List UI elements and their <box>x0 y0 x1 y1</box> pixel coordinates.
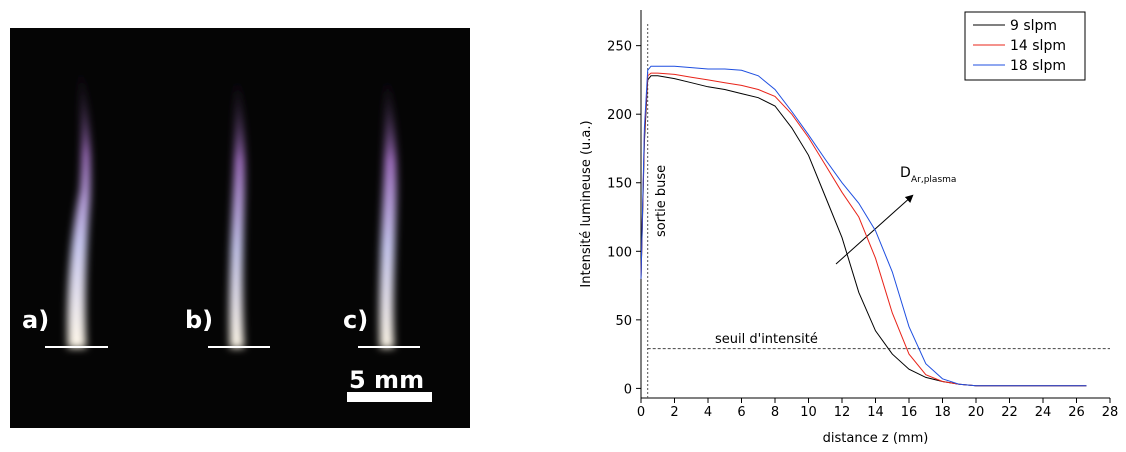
y-axis-label: Intensité lumineuse (u.a.) <box>579 120 594 287</box>
arrow <box>835 194 914 265</box>
x-tick-label: 14 <box>867 405 884 420</box>
annotation: D <box>900 165 911 181</box>
y-tick-label: 200 <box>607 108 632 123</box>
scale-bar <box>347 392 432 402</box>
x-tick-label: 10 <box>800 405 817 420</box>
panel-label: a) <box>22 306 49 334</box>
flame <box>67 50 91 348</box>
x-tick-label: 2 <box>670 405 678 420</box>
y-tick-label: 100 <box>607 245 632 260</box>
legend-box <box>964 11 1086 81</box>
annotation: seuil d'intensité <box>715 332 818 347</box>
x-tick-label: 8 <box>771 405 779 420</box>
x-tick-label: 24 <box>1035 405 1052 420</box>
series-line <box>640 72 1087 387</box>
x-tick-label: 6 <box>737 405 745 420</box>
panel-label: b) <box>185 306 213 334</box>
y-tick-label: 0 <box>624 382 632 397</box>
x-tick-label: 4 <box>704 405 712 420</box>
legend-label: 9 slpm <box>1010 18 1057 34</box>
legend-label: 18 slpm <box>1010 58 1066 74</box>
series-line <box>640 65 1087 387</box>
legend-label: 14 slpm <box>1010 38 1066 54</box>
annotation: sortie buse <box>654 165 669 237</box>
x-tick-label: 18 <box>934 405 951 420</box>
flame <box>229 60 245 348</box>
annotation: Ar,plasma <box>911 175 956 185</box>
panel-label: c) <box>343 306 368 334</box>
photo: a) b) c) 5 mm <box>10 28 470 428</box>
scale-label: 5 mm <box>349 366 424 394</box>
x-tick-label: 28 <box>1102 405 1119 420</box>
flame <box>379 60 397 348</box>
x-tick-label: 16 <box>901 405 918 420</box>
x-tick-label: 12 <box>834 405 851 420</box>
chart: 0 2 4 6 8 10 12 14 16 18 20 22 24 26 28050100150200250… <box>579 10 1118 446</box>
x-tick-label: 22 <box>1001 405 1018 420</box>
x-tick-label: 20 <box>968 405 985 420</box>
x-axis-label: distance z (mm) <box>823 431 929 446</box>
y-tick-label: 150 <box>607 177 632 192</box>
x-tick-label: 0 <box>637 405 645 420</box>
y-tick-label: 250 <box>607 40 632 55</box>
x-tick-label: 26 <box>1068 405 1085 420</box>
series-line <box>640 75 1087 387</box>
y-tick-label: 50 <box>615 314 632 329</box>
